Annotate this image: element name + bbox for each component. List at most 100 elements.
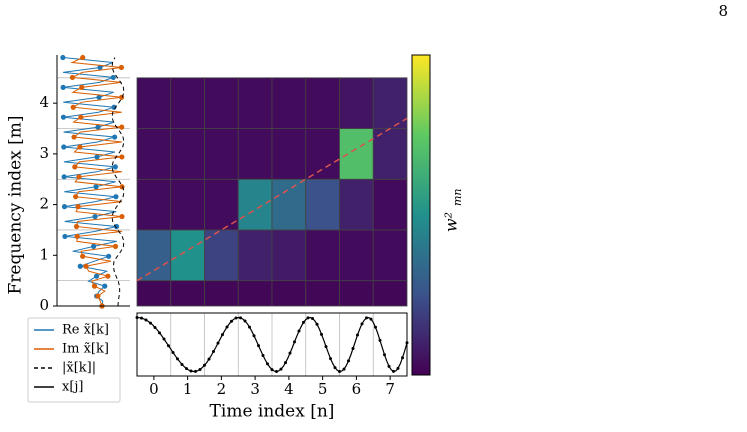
- colorbar: [411, 54, 431, 376]
- y-tick-label: 4: [39, 93, 49, 111]
- cell: [237, 229, 273, 282]
- signal-dot: [221, 333, 224, 337]
- spectrum-line: [70, 57, 123, 307]
- spectrum-dot: [60, 54, 66, 61]
- cell: [305, 229, 340, 282]
- legend-label: |x̃[k]|: [62, 361, 96, 376]
- signal-dot: [225, 325, 229, 329]
- signal-dot: [356, 333, 359, 337]
- signal-dot: [306, 316, 310, 320]
- signal-dot: [392, 369, 395, 373]
- cell: [136, 229, 172, 282]
- signal-dot: [369, 317, 373, 321]
- signal-dot: [275, 369, 278, 373]
- cell: [372, 77, 408, 129]
- x-tick-label: 7: [385, 380, 395, 398]
- cell: [372, 280, 408, 307]
- signal-dot: [230, 319, 233, 323]
- signal-dot: [374, 325, 377, 329]
- signal-dot: [239, 316, 242, 320]
- signal-dot: [194, 369, 197, 373]
- signal-dot: [153, 325, 157, 329]
- envelope-line: [111, 57, 125, 307]
- signal-dot: [257, 344, 260, 348]
- cell: [170, 280, 205, 307]
- x-tick-label: 4: [284, 380, 294, 398]
- signal-dot: [266, 362, 269, 366]
- y-tick-label: 2: [39, 195, 49, 213]
- legend-label: Im x̃[k]: [62, 342, 109, 357]
- signal-dot: [140, 316, 143, 320]
- cell: [170, 128, 205, 180]
- signal-dot: [401, 356, 404, 360]
- signal-dot: [185, 367, 188, 371]
- y-tick-label: 1: [39, 245, 49, 263]
- signal-dot: [167, 344, 170, 348]
- signal-dot: [248, 325, 251, 329]
- cell: [136, 128, 172, 180]
- cell: [237, 77, 273, 129]
- signal-dot: [243, 319, 247, 323]
- signal-dot: [311, 317, 314, 321]
- cell: [237, 178, 273, 231]
- signal-dot: [324, 345, 328, 349]
- signal-dot: [320, 332, 323, 336]
- signal-dot: [351, 346, 355, 350]
- legend-box: [27, 317, 121, 403]
- cell: [339, 280, 374, 307]
- cell: [204, 128, 239, 180]
- cell: [271, 128, 307, 180]
- cell: [271, 77, 307, 129]
- y-tick-label: 0: [39, 296, 49, 314]
- cell: [339, 178, 374, 231]
- colorbar-label-main: w²: [442, 212, 461, 232]
- signal-dot: [144, 318, 148, 322]
- cell: [204, 77, 239, 129]
- signal-dot: [293, 340, 296, 344]
- signal-dot: [158, 331, 161, 335]
- cell: [170, 178, 205, 231]
- signal-panel: 0 1 2 3 4 5 6 7: [135, 312, 409, 398]
- signal-dot: [329, 357, 332, 361]
- cell: [136, 280, 172, 307]
- signal-dot: [171, 351, 175, 355]
- signal-dot: [203, 363, 206, 367]
- signal-dot: [198, 367, 202, 371]
- signal-dot: [360, 322, 364, 326]
- page-number: 8: [718, 2, 728, 20]
- cell: [372, 178, 408, 231]
- cell: [237, 280, 273, 307]
- x-tick-label: 5: [318, 380, 328, 398]
- colorbar-label-sub: mn: [451, 188, 464, 206]
- signal-dot: [288, 351, 292, 355]
- signal-dot: [338, 369, 341, 373]
- signal-dot: [333, 366, 337, 370]
- cell: [170, 77, 205, 129]
- signal-dot: [302, 320, 305, 324]
- cell: [271, 280, 307, 307]
- spectrum-dot: [80, 54, 86, 61]
- signal-dot: [396, 366, 400, 370]
- cell: [372, 128, 408, 180]
- signal-dot: [252, 334, 256, 338]
- cell: [305, 178, 340, 231]
- cell: [204, 178, 239, 231]
- signal-dot: [180, 362, 184, 366]
- signal-frame: [136, 312, 408, 377]
- signal-dot: [212, 350, 215, 354]
- signal-dot: [284, 361, 287, 365]
- x-tick-label: 2: [217, 380, 227, 398]
- cell: [136, 178, 172, 231]
- cell: [170, 229, 205, 282]
- signal-dot: [149, 321, 152, 325]
- x-axis-label: Time index [n]: [210, 402, 335, 422]
- cell: [372, 229, 408, 282]
- signal-dot: [342, 367, 346, 371]
- axis: [56, 55, 130, 307]
- signal-dot: [189, 369, 193, 373]
- signal-dot: [378, 338, 382, 342]
- cell: [271, 229, 307, 282]
- cell: [305, 77, 340, 129]
- y-tick-label: 3: [39, 144, 49, 162]
